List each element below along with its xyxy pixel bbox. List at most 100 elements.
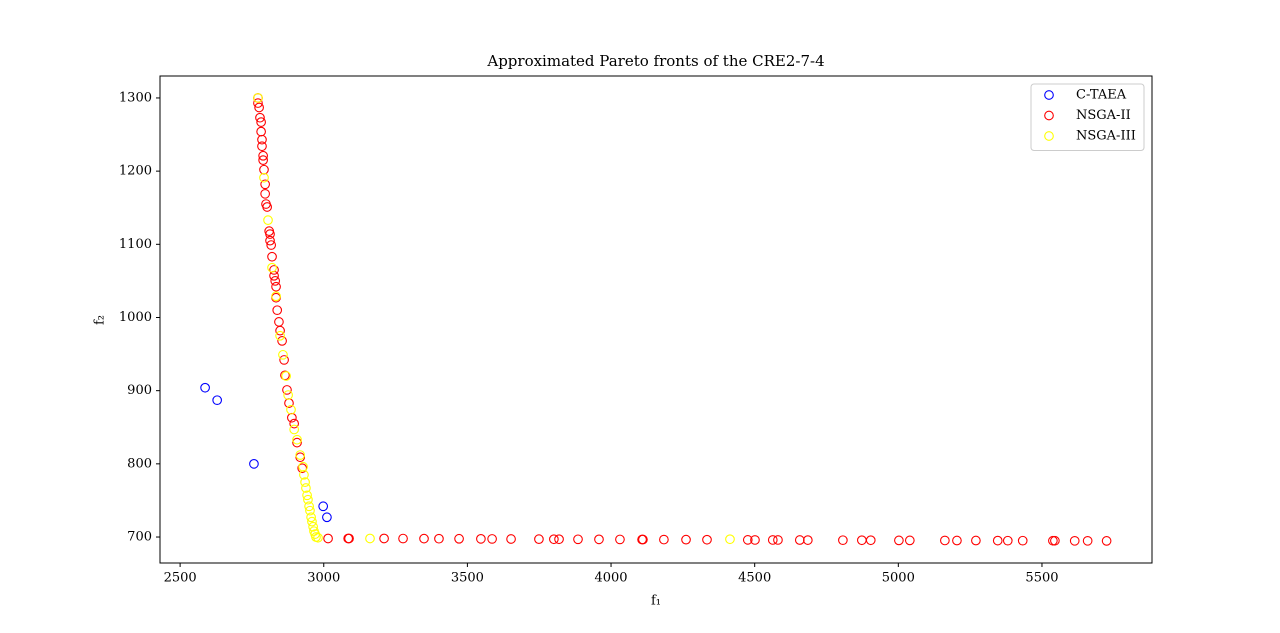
- point: [275, 325, 285, 336]
- point: [506, 534, 516, 544]
- x-tick-label: 5000: [882, 571, 915, 586]
- legend-marker: [1044, 90, 1054, 100]
- point: [992, 535, 1003, 546]
- point: [270, 276, 281, 286]
- point: [725, 534, 735, 545]
- point: [1002, 535, 1013, 546]
- point: [269, 265, 279, 275]
- point: [940, 535, 950, 546]
- point: [638, 534, 648, 545]
- y-tick-label: 700: [127, 530, 152, 545]
- point: [295, 450, 306, 460]
- legend-label: NSGA-II: [1076, 108, 1131, 123]
- point: [681, 534, 691, 545]
- point: [549, 534, 559, 545]
- point: [306, 512, 316, 523]
- point: [249, 458, 259, 469]
- point: [573, 534, 583, 545]
- point: [292, 434, 302, 445]
- point: [742, 535, 753, 545]
- point: [301, 483, 311, 493]
- point: [398, 533, 408, 544]
- y-tick-label: 1100: [119, 237, 152, 252]
- point: [322, 512, 332, 523]
- point: [750, 535, 760, 545]
- point: [272, 305, 283, 316]
- point: [258, 155, 268, 166]
- point: [259, 172, 269, 183]
- point: [838, 535, 848, 546]
- x-tick-label: 3500: [451, 571, 484, 586]
- point: [279, 355, 289, 365]
- point: [419, 533, 429, 544]
- point: [260, 179, 270, 190]
- legend-marker: [1044, 110, 1054, 121]
- point: [303, 494, 313, 505]
- point: [318, 501, 329, 512]
- point: [266, 240, 277, 250]
- point: [802, 535, 813, 545]
- point: [275, 330, 285, 341]
- point: [299, 469, 309, 480]
- legend-label: NSGA-III: [1076, 129, 1136, 144]
- y-tick-label: 1300: [119, 90, 152, 105]
- point: [257, 141, 267, 152]
- point: [594, 534, 604, 545]
- point: [302, 490, 312, 501]
- point: [379, 533, 389, 544]
- point: [265, 229, 275, 239]
- point: [365, 533, 375, 544]
- point: [304, 501, 314, 512]
- point: [281, 371, 291, 381]
- point: [1082, 535, 1093, 546]
- point: [952, 535, 962, 546]
- point: [274, 317, 284, 327]
- point: [534, 534, 544, 544]
- x-axis-label: f₁: [651, 594, 661, 609]
- point: [289, 424, 300, 435]
- point: [1050, 535, 1060, 546]
- point: [307, 516, 317, 527]
- point: [263, 215, 273, 226]
- legend-label: C-TAEA: [1076, 88, 1127, 103]
- point: [277, 336, 287, 346]
- point: [271, 291, 281, 302]
- point: [305, 505, 315, 516]
- point: [1017, 535, 1028, 546]
- point: [267, 251, 277, 262]
- point: [255, 112, 265, 123]
- point: [278, 349, 288, 360]
- point: [1069, 535, 1080, 546]
- point: [212, 395, 223, 406]
- y-tick-label: 1000: [119, 310, 152, 325]
- point: [659, 534, 669, 545]
- point: [297, 463, 308, 474]
- point: [454, 533, 464, 544]
- point: [1101, 536, 1112, 546]
- point: [258, 150, 268, 161]
- point: [300, 477, 310, 487]
- point: [259, 164, 269, 175]
- point: [323, 533, 333, 544]
- point: [904, 535, 915, 546]
- point: [283, 390, 293, 400]
- point: [313, 532, 323, 543]
- point: [265, 235, 275, 246]
- point: [487, 534, 497, 544]
- point: [476, 534, 486, 544]
- point: [702, 534, 712, 545]
- point: [767, 535, 778, 545]
- point: [434, 533, 444, 544]
- point: [773, 535, 783, 545]
- point: [554, 534, 564, 545]
- y-tick-label: 1200: [119, 164, 152, 179]
- point: [254, 102, 264, 113]
- point: [1048, 535, 1058, 546]
- point: [260, 188, 270, 199]
- point: [615, 534, 625, 545]
- legend-marker: [1044, 131, 1054, 141]
- point: [794, 535, 805, 545]
- point: [865, 535, 876, 546]
- point: [271, 281, 281, 292]
